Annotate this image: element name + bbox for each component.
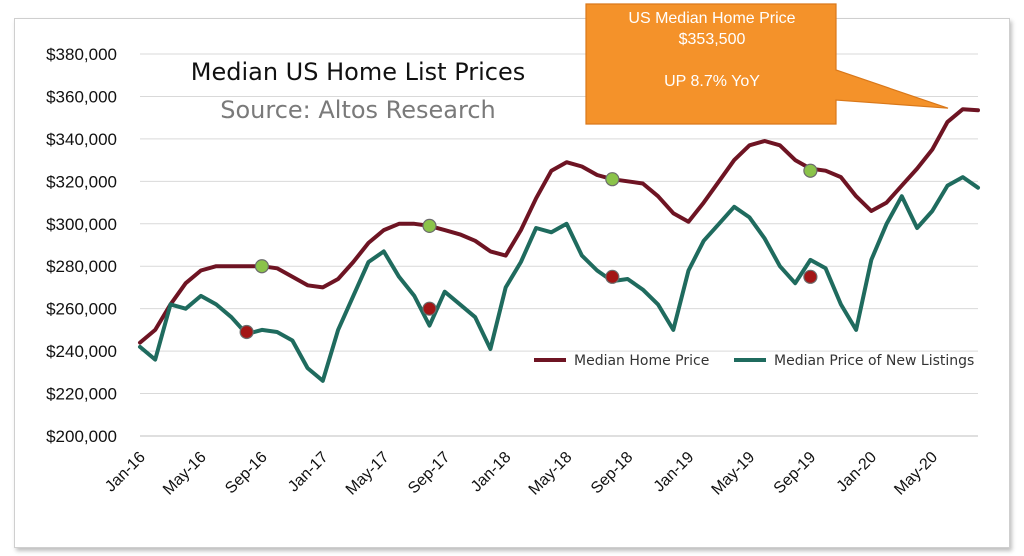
y-tick-label: $300,000 <box>46 215 117 234</box>
x-tick-label: Jan-19 <box>651 449 698 496</box>
y-tick-label: $320,000 <box>46 172 117 191</box>
legend-label: Median Price of New Listings <box>774 353 974 369</box>
y-tick-label: $260,000 <box>46 300 117 319</box>
callout-text: US Median Home Price $353,500 UP 8.7% Yo… <box>588 8 836 92</box>
chart-subtitle: Source: Altos Research <box>220 96 496 124</box>
x-tick-label: Jan-20 <box>834 449 881 496</box>
x-tick-label: May-16 <box>160 449 210 499</box>
x-tick-label: Jan-17 <box>285 449 332 496</box>
marker-point <box>803 163 818 178</box>
callout-box <box>585 3 949 125</box>
marker-point <box>605 269 620 284</box>
x-tick-label: Sep-19 <box>771 449 820 498</box>
marker-point <box>239 324 254 340</box>
y-tick-label: $240,000 <box>46 342 117 361</box>
series-line-median-home-price <box>138 107 980 345</box>
marker-point <box>254 259 269 274</box>
x-tick-label: Jan-18 <box>468 449 515 496</box>
chart-title: Median US Home List Prices <box>191 58 526 86</box>
x-tick-label: May-20 <box>891 449 941 499</box>
x-tick-label: Jan-16 <box>102 449 149 496</box>
x-tick-label: May-18 <box>526 449 576 499</box>
marker-point <box>803 269 818 284</box>
callout-line-1: US Median Home Price <box>628 10 796 27</box>
callout-line-4: UP 8.7% YoY <box>664 73 760 90</box>
chart-frame <box>14 18 1010 548</box>
x-tick-label: May-17 <box>343 449 393 499</box>
series-line-new-listings <box>138 175 980 383</box>
y-tick-label: $340,000 <box>46 130 117 149</box>
y-tick-label: $280,000 <box>46 257 117 276</box>
x-tick-label: Sep-18 <box>588 449 637 498</box>
marker-point <box>422 218 437 233</box>
x-tick-label: Sep-17 <box>405 449 454 498</box>
y-tick-label: $220,000 <box>46 385 117 404</box>
callout-line-2: $353,500 <box>678 31 746 48</box>
y-tick-label: $360,000 <box>46 87 117 106</box>
x-tick-label: Sep-16 <box>222 449 271 498</box>
callout-line-3 <box>588 50 836 71</box>
legend-label: Median Home Price <box>574 353 709 369</box>
x-tick-label: May-19 <box>709 449 759 499</box>
marker-point <box>422 301 437 316</box>
marker-point <box>605 172 620 187</box>
y-tick-label: $380,000 <box>46 45 117 64</box>
y-tick-label: $200,000 <box>46 427 117 446</box>
